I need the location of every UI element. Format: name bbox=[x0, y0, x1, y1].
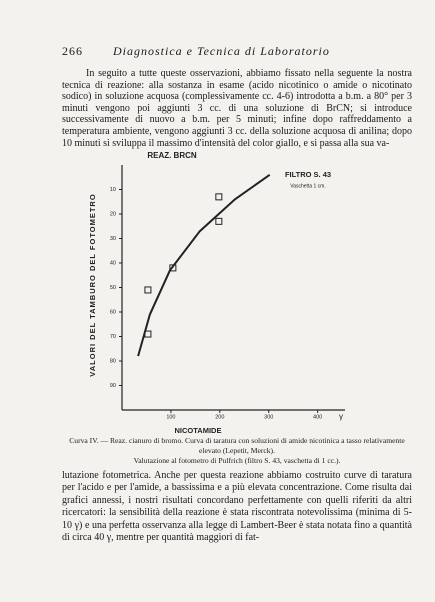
y-tick-label: 60 bbox=[110, 309, 116, 315]
y-tick-label: 90 bbox=[110, 383, 116, 389]
y-tick-label: 40 bbox=[110, 260, 116, 266]
caption-line: Valutazione al fotometro di Pulfrich (fi… bbox=[133, 456, 341, 465]
y-tick-label: 20 bbox=[110, 211, 116, 217]
x-tick-label: 100 bbox=[166, 414, 175, 420]
header: 266 Diagnostica e Tecnica di Laboratorio bbox=[62, 44, 412, 59]
y-tick-label: 80 bbox=[110, 358, 116, 364]
x-tick-label: 400 bbox=[313, 414, 322, 420]
y-tick-label: 70 bbox=[110, 334, 116, 340]
data-point bbox=[215, 217, 223, 225]
annotation: Vaschetta 1 cm. bbox=[290, 183, 325, 189]
x-tick-label: 200 bbox=[215, 414, 224, 420]
caption: Curva IV. — Reaz. cianuro di bromo. Curv… bbox=[62, 436, 412, 466]
data-point bbox=[144, 286, 152, 294]
annotation: FILTRO S. 43 bbox=[285, 170, 331, 179]
y-tick-label: 10 bbox=[110, 187, 116, 193]
paragraph: In seguito a tutte queste osservazioni, … bbox=[62, 68, 412, 149]
data-point bbox=[215, 193, 223, 201]
y-axis-label: VALORI DEL TAMBURO DEL FOTOMETRO bbox=[88, 193, 97, 376]
caption-line: Curva IV. — Reaz. cianuro di bromo. Curv… bbox=[69, 436, 405, 455]
paragraph: lutazione fotometrica. Anche per questa … bbox=[62, 470, 412, 544]
chart-title: REAZ. BRCN bbox=[147, 151, 197, 160]
x-tick-label: 300 bbox=[264, 414, 273, 420]
y-tick-label: 50 bbox=[110, 285, 116, 291]
x-unit: γ bbox=[339, 412, 343, 421]
y-tick-label: 30 bbox=[110, 236, 116, 242]
x-axis-label: NICOTAMIDE bbox=[175, 426, 222, 435]
running-title: Diagnostica e Tecnica di Laboratorio bbox=[113, 44, 330, 58]
page-number: 266 bbox=[62, 44, 83, 58]
curve bbox=[137, 173, 271, 357]
